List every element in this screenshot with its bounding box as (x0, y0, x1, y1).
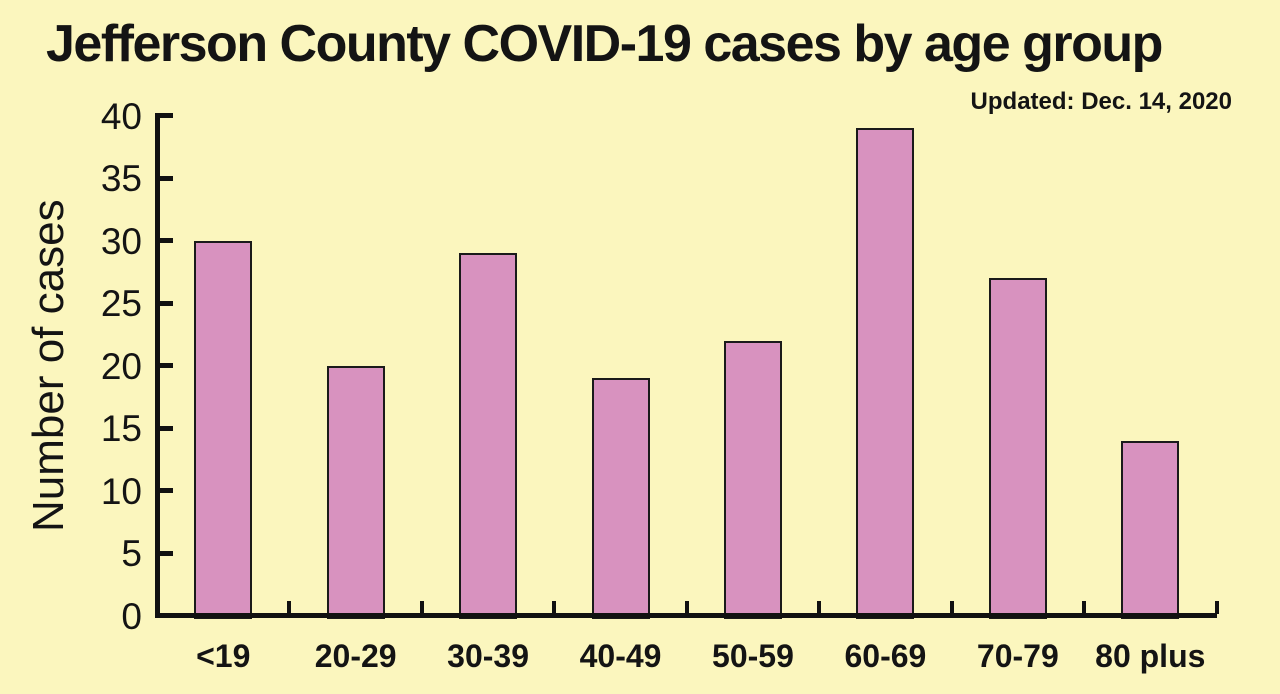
bar-<19 (194, 240, 253, 619)
x-category-label: 70-79 (976, 638, 1059, 674)
bar-70-79 (988, 278, 1047, 619)
updated-date-label: Updated: Dec. 14, 2020 (970, 88, 1232, 115)
y-tick (159, 488, 173, 493)
y-tick-label: 20 (100, 345, 142, 387)
y-tick (159, 238, 173, 243)
y-tick (159, 425, 173, 431)
y-tick (159, 363, 173, 368)
y-tick (159, 113, 173, 118)
x-axis-line (154, 613, 1217, 618)
x-category-label: 20-29 (314, 638, 397, 674)
y-tick (159, 300, 173, 306)
x-tick (287, 600, 292, 614)
y-tick-label: 30 (100, 220, 142, 262)
x-category-label: <19 (196, 638, 251, 674)
y-tick (159, 175, 173, 181)
y-tick-label: 40 (100, 95, 142, 137)
bar-30-39 (459, 253, 518, 619)
y-tick (159, 550, 173, 556)
y-tick-label: 0 (121, 595, 142, 637)
x-category-label: 80 plus (1095, 638, 1206, 674)
y-axis-line (154, 113, 160, 618)
bar-40-49 (591, 378, 650, 619)
x-category-label: 50-59 (712, 638, 794, 674)
x-tick (684, 600, 689, 614)
x-tick (552, 600, 557, 614)
x-category-label: 30-39 (447, 638, 530, 674)
y-tick-label: 15 (100, 408, 142, 449)
bar-60-69 (856, 128, 915, 619)
x-tick (1214, 600, 1219, 614)
x-category-label: 40-49 (579, 638, 662, 674)
bar-80 plus (1121, 440, 1180, 619)
x-tick (817, 600, 822, 614)
bar-20-29 (326, 365, 385, 619)
y-tick-label: 25 (100, 283, 142, 324)
x-tick (419, 600, 424, 614)
x-category-label: 60-69 (844, 638, 927, 674)
bar-50-59 (723, 340, 782, 619)
y-tick-label: 10 (100, 470, 142, 512)
y-tick-label: 5 (121, 533, 142, 574)
x-tick (1082, 600, 1087, 614)
x-tick (949, 600, 954, 614)
y-tick-label: 35 (100, 158, 142, 199)
chart-title: Jefferson County COVID-19 cases by age g… (46, 15, 1163, 73)
